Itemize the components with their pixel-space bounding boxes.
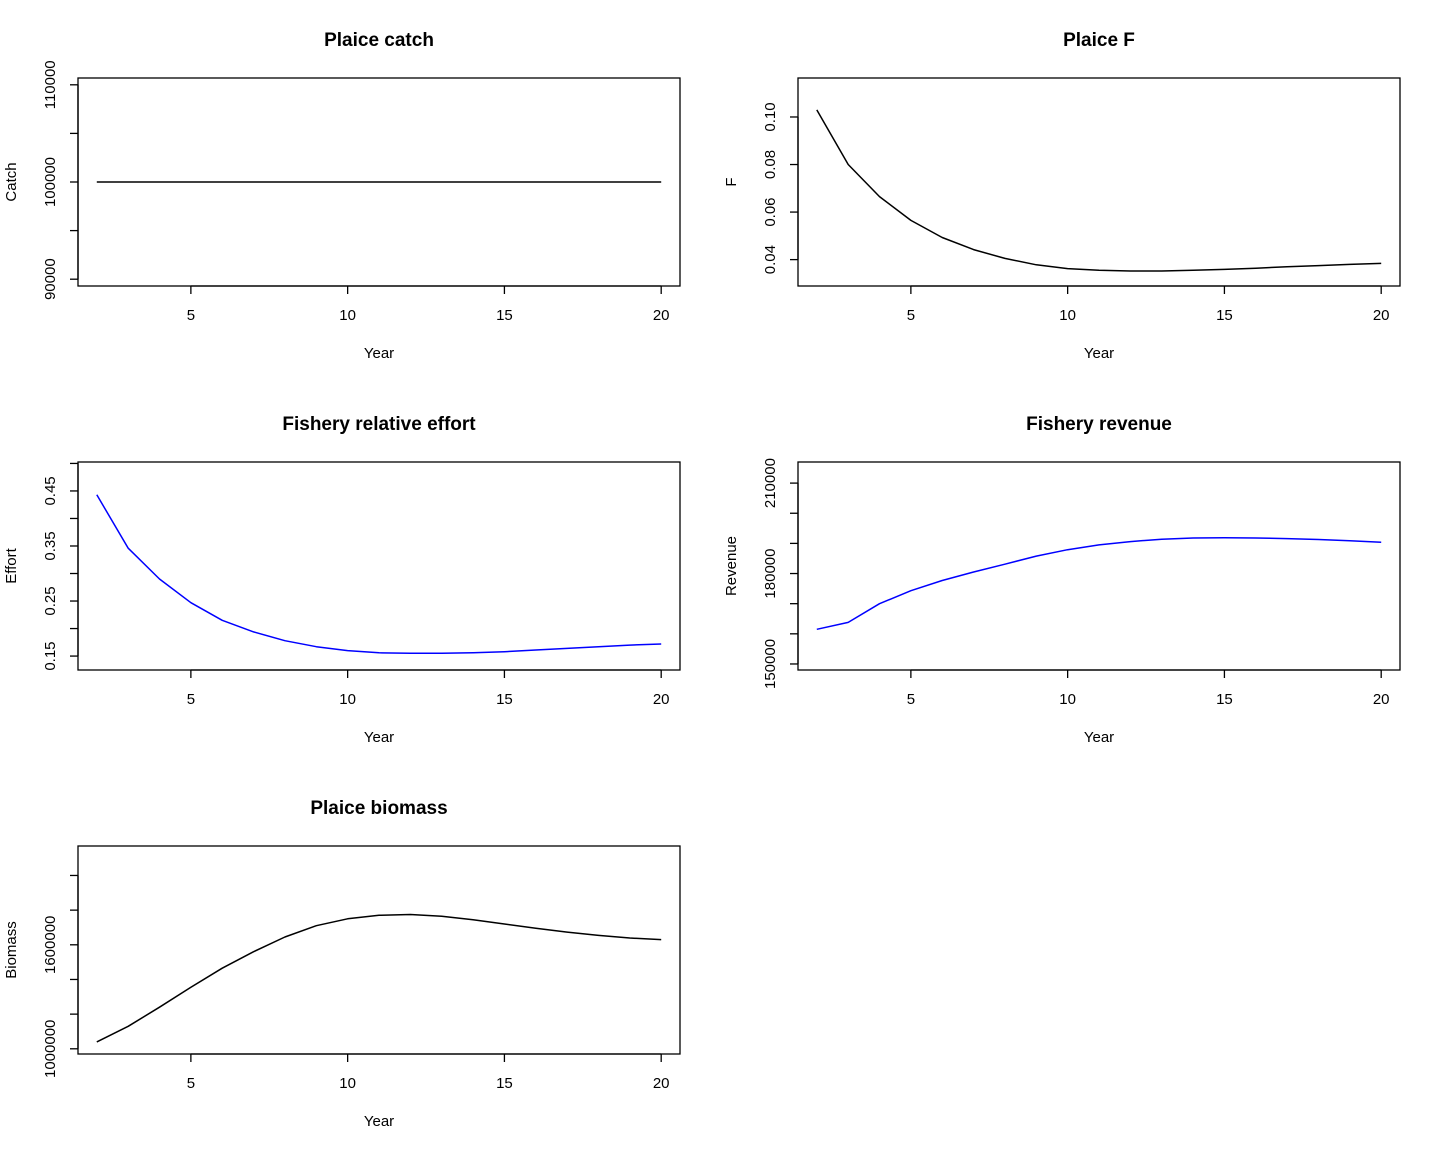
y-tick-label: 0.45 [42, 476, 59, 505]
x-tick-label: 10 [339, 691, 356, 708]
x-tick-label: 10 [339, 307, 356, 324]
x-tick-label: 5 [187, 691, 195, 708]
y-tick-label: 90000 [42, 258, 59, 300]
x-tick-label: 10 [1059, 691, 1076, 708]
x-tick-label: 15 [496, 307, 513, 324]
y-tick-label: 100000 [42, 157, 59, 207]
series-line [96, 913, 662, 1043]
x-tick-label: 15 [1216, 691, 1233, 708]
chart-title: Fishery revenue [1026, 414, 1172, 435]
panel-plaice-catch: Plaice catch 5 10 15 20 Year 90000 100000 110000… [3, 30, 681, 362]
panel-plaice-f: Plaice F 5 10 15 20 Year 0.04 0.06 0.08 0.10 F [723, 30, 1401, 362]
x-axis: 5 10 15 20 [187, 285, 670, 324]
x-axis-label: Year [1084, 345, 1114, 362]
y-tick-label: 1000000 [42, 1020, 59, 1078]
x-tick-label: 5 [187, 307, 195, 324]
x-tick-label: 15 [1216, 307, 1233, 324]
x-tick-label: 20 [1373, 307, 1390, 324]
y-tick-label: 210000 [762, 458, 779, 508]
chart-title: Plaice biomass [310, 798, 447, 819]
y-axis-label: Effort [3, 547, 20, 583]
y-tick-label: 150000 [762, 639, 779, 689]
plot-frame [77, 845, 681, 1055]
y-tick-label: 110000 [42, 60, 59, 109]
y-tick-label: 0.15 [42, 641, 59, 670]
y-tick-label: 0.35 [42, 531, 59, 560]
series-line [816, 109, 1382, 272]
x-tick-label: 5 [907, 691, 915, 708]
plot-frame [77, 461, 681, 671]
x-tick-label: 20 [653, 1075, 670, 1092]
series-line [96, 494, 662, 655]
plot-frame [797, 461, 1401, 671]
x-tick-label: 15 [496, 691, 513, 708]
y-tick-label: 0.04 [762, 245, 779, 274]
x-tick-label: 5 [907, 307, 915, 324]
x-axis: 5 10 15 20 [907, 669, 1390, 708]
x-axis: 5 10 15 20 [187, 1053, 670, 1092]
y-axis: 90000 100000 110000 [42, 60, 79, 300]
x-tick-label: 15 [496, 1075, 513, 1092]
y-tick-label: 0.10 [762, 102, 779, 131]
series-line [816, 536, 1382, 631]
y-tick-label: 180000 [762, 549, 779, 599]
y-axis-label: Catch [3, 162, 20, 201]
x-tick-label: 20 [1373, 691, 1390, 708]
y-axis-label: Biomass [3, 921, 20, 979]
x-axis: 5 10 15 20 [907, 285, 1390, 324]
x-axis-label: Year [364, 1113, 394, 1130]
y-tick-label: 0.06 [762, 197, 779, 226]
x-axis-label: Year [1084, 729, 1114, 746]
panel-fishery-revenue: Fishery revenue 5 10 15 20 Year 150000 180000 21… [723, 414, 1401, 746]
y-axis: 1000000 1600000 [42, 874, 79, 1078]
y-axis: 150000 180000 210000 [762, 458, 799, 689]
panel-plaice-biomass: Plaice biomass 5 10 15 20 Year 1000000 1600000 B… [3, 798, 681, 1130]
y-axis: 0.15 0.25 0.35 0.45 [42, 462, 79, 671]
y-tick-label: 0.08 [762, 150, 779, 179]
chart-title: Plaice catch [324, 30, 434, 51]
y-axis-label: F [723, 177, 740, 186]
x-tick-label: 20 [653, 307, 670, 324]
y-tick-label: 1600000 [42, 916, 59, 974]
x-tick-label: 5 [187, 1075, 195, 1092]
y-tick-label: 0.25 [42, 586, 59, 615]
x-tick-label: 20 [653, 691, 670, 708]
y-axis-label: Revenue [723, 536, 740, 596]
x-tick-label: 10 [339, 1075, 356, 1092]
chart-title: Plaice F [1063, 30, 1135, 51]
plot-frame [797, 77, 1401, 287]
x-axis-label: Year [364, 729, 394, 746]
chart-title: Fishery relative effort [282, 414, 476, 435]
x-tick-label: 10 [1059, 307, 1076, 324]
x-axis: 5 10 15 20 [187, 669, 670, 708]
y-axis: 0.04 0.06 0.08 0.10 [762, 102, 799, 274]
x-axis-label: Year [364, 345, 394, 362]
